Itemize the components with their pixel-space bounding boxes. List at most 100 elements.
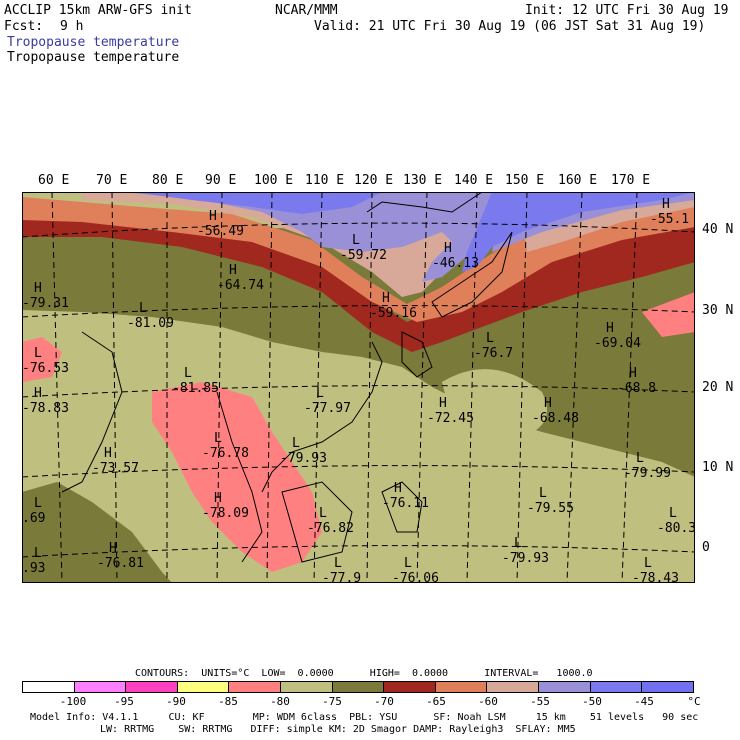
colorbar-label: -45: [634, 695, 654, 708]
model-info-line1: Model Info: V4.1.1 CU: KF MP: WDM 6class…: [30, 712, 699, 723]
field-band-m75-m70-tail: [582, 392, 695, 462]
lon-label: 110 E: [305, 173, 345, 188]
field-band-m85-m80-india: [22, 337, 62, 382]
extremum-value: -76.81: [97, 556, 144, 571]
extremum-value: -77.97: [304, 401, 351, 416]
extremum-value: .93: [22, 561, 45, 576]
lon-label: 70 E: [96, 173, 128, 188]
extremum-value: -76.78: [202, 446, 249, 461]
extremum-mark: L: [139, 301, 147, 316]
colorbar-label: -100: [59, 695, 87, 708]
extremum-value: -59.16: [370, 306, 417, 321]
colorbar-unit: °C: [687, 695, 701, 708]
extremum-mark: L: [514, 536, 522, 551]
extremum-value: -72.45: [427, 411, 474, 426]
extremum-mark: L: [644, 556, 652, 571]
field-name-primary: Tropopause temperature: [7, 35, 180, 50]
extremum-mark: H: [209, 209, 217, 224]
coastlines: [61, 192, 513, 563]
colorbar-label: -80: [270, 695, 290, 708]
lat-label: 30 N: [702, 303, 734, 318]
extremum-value: -76.7: [474, 346, 513, 361]
lat-label: 0: [702, 540, 710, 555]
colorbar-label: -65: [426, 695, 446, 708]
lon-label: 160 E: [558, 173, 598, 188]
colorbar-swatch: [74, 682, 127, 692]
extremum-mark: H: [382, 291, 390, 306]
extremum-mark: L: [316, 386, 324, 401]
extremum-value: -46.13: [432, 256, 479, 271]
lon-label: 170 E: [611, 173, 651, 188]
lon-label: 120 E: [354, 173, 394, 188]
model-info-line2: LW: RRTMG SW: RRTMG DIFF: simple KM: 2D …: [100, 724, 576, 735]
colorbar-swatch: [177, 682, 230, 692]
lat-label: 10 N: [702, 460, 734, 475]
extremum-value: -79.55: [527, 501, 574, 516]
extremum-value: -78.09: [202, 506, 249, 521]
field-band-m75-m70-sw: [22, 482, 172, 583]
extremum-value: -79.31: [22, 296, 69, 311]
extremum-mark: H: [394, 481, 402, 496]
graticule: [22, 192, 695, 583]
colorbar-label: -90: [166, 695, 186, 708]
extremum-mark: L: [669, 506, 677, 521]
extremum-value: -69.04: [594, 336, 641, 351]
extremum-mark: L: [292, 436, 300, 451]
colorbar-label: -55: [530, 695, 550, 708]
colorbar-swatch: [642, 682, 693, 692]
colorbar-label: -85: [218, 695, 238, 708]
extremum-value: -56.49: [197, 224, 244, 239]
extremum-mark: H: [214, 491, 222, 506]
extremum-mark: H: [34, 386, 42, 401]
colorbar-swatch: [23, 682, 75, 692]
extremum-mark: H: [34, 281, 42, 296]
colorbar-swatch: [435, 682, 488, 692]
extremum-mark: H: [439, 396, 447, 411]
extremum-value: -80.3: [657, 521, 695, 536]
field-band-m50-m45: [132, 192, 382, 214]
lon-label: 100 E: [254, 173, 294, 188]
extremum-mark: L: [539, 486, 547, 501]
extremum-mark: L: [486, 331, 494, 346]
lon-label: 130 E: [403, 173, 443, 188]
extremum-mark: H: [629, 366, 637, 381]
extremum-value: -64.74: [217, 278, 264, 293]
extremum-mark: H: [104, 446, 112, 461]
colorbar-label: -70: [374, 695, 394, 708]
extremum-value: -55.1: [650, 212, 689, 227]
extremum-value: -59.72: [340, 248, 387, 263]
colorbar-swatch: [539, 682, 591, 692]
field-band-m85-m80: [152, 382, 322, 572]
extremum-value: -76.53: [22, 361, 69, 376]
lon-label: 90 E: [205, 173, 237, 188]
colorbar-label: -75: [322, 695, 342, 708]
extremum-value: .69: [22, 511, 45, 526]
lon-label: 60 E: [38, 173, 70, 188]
extremum-mark: L: [334, 556, 342, 571]
extremum-value: -76.11: [382, 496, 429, 511]
extremum-value: -77.9: [322, 571, 361, 583]
extremum-mark: L: [214, 431, 222, 446]
colorbar-label: -60: [478, 695, 498, 708]
colorbar-swatch: [229, 682, 282, 692]
extremum-value: -76.06: [392, 571, 439, 583]
extremum-mark: H: [229, 263, 237, 278]
lon-label: 150 E: [505, 173, 545, 188]
extremum-mark: L: [34, 496, 42, 511]
plot-title: ACCLIP 15km ARW-GFS init: [4, 3, 192, 18]
extremum-value: -81.09: [127, 316, 174, 331]
extremum-mark: L: [184, 366, 192, 381]
valid-time: Valid: 21 UTC Fri 30 Aug 19 (06 JST Sat …: [314, 19, 706, 34]
extremum-mark: H: [544, 396, 552, 411]
lat-label: 40 N: [702, 222, 734, 237]
colorbar-swatch: [332, 682, 385, 692]
extremum-value: -68.48: [532, 411, 579, 426]
field-name-secondary: Tropopause temperature: [7, 50, 180, 65]
extremum-mark: H: [109, 541, 117, 556]
colorbar-swatch: [281, 682, 333, 692]
extremum-value: -73.57: [92, 461, 139, 476]
colorbar: [22, 681, 694, 693]
extremum-mark: L: [636, 451, 644, 466]
extremum-value: -76.82: [307, 521, 354, 536]
extremum-mark: L: [404, 556, 412, 571]
